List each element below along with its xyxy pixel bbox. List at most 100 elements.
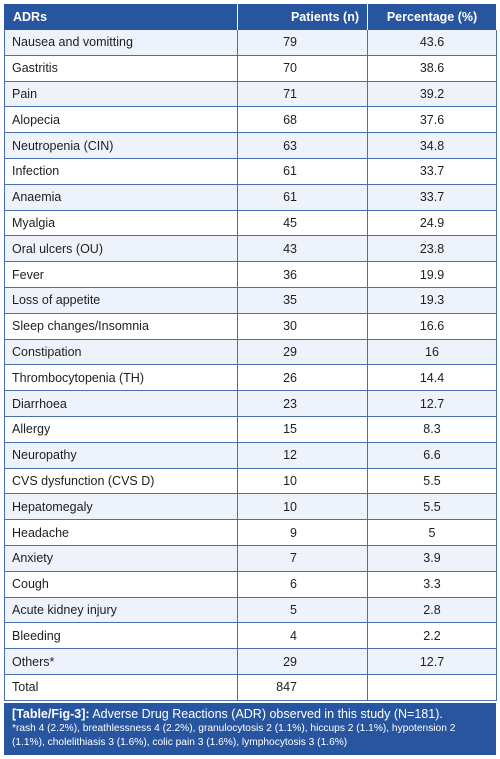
cell-percentage: 12.7	[367, 648, 497, 675]
cell-percentage: 14.4	[367, 364, 497, 392]
table-row: Myalgia 45 24.9	[4, 210, 497, 237]
cell-adr: Neuropathy	[4, 442, 238, 469]
cell-patients: 36	[237, 261, 368, 288]
table-row: Pain 71 39.2	[4, 81, 497, 108]
adr-table: ADRs Patients (n) Percentage (%) Nausea …	[4, 4, 497, 701]
table-body: Nausea and vomitting 79 43.6 Gastritis 70 38.…	[4, 30, 497, 701]
header-patients: Patients (n)	[237, 4, 368, 30]
cell-patients: 5	[237, 597, 368, 624]
table-row: Others* 29 12.7	[4, 648, 497, 675]
cell-adr: Constipation	[4, 339, 238, 366]
cell-percentage: 24.9	[367, 210, 497, 237]
cell-patients: 7	[237, 545, 368, 572]
cell-adr: Infection	[4, 158, 238, 185]
cell-patients: 61	[237, 184, 368, 211]
caption-label: [Table/Fig-3]:	[12, 707, 90, 721]
cell-percentage: 39.2	[367, 81, 497, 108]
cell-patients: 61	[237, 158, 368, 185]
table-row: Diarrhoea 23 12.7	[4, 390, 497, 417]
cell-percentage: 6.6	[367, 442, 497, 469]
header-row: ADRs Patients (n) Percentage (%)	[4, 4, 497, 30]
cell-adr: Gastritis	[4, 55, 238, 82]
header-percentage: Percentage (%)	[367, 4, 497, 30]
cell-adr: CVS dysfunction (CVS D)	[4, 468, 238, 495]
cell-adr: Cough	[4, 571, 238, 598]
cell-adr: Headache	[4, 519, 238, 546]
table-row: Sleep changes/Insomnia 30 16.6	[4, 313, 497, 340]
cell-patients: 29	[237, 339, 368, 366]
cell-patients: 10	[237, 493, 368, 521]
table-row: Alopecia 68 37.6	[4, 106, 497, 134]
header-adrs: ADRs	[4, 4, 238, 30]
cell-patients: 43	[237, 235, 368, 263]
table-caption: [Table/Fig-3]: Adverse Drug Reactions (A…	[4, 703, 496, 755]
cell-percentage: 5	[367, 519, 497, 546]
cell-patients: 23	[237, 390, 368, 417]
cell-percentage: 2.2	[367, 622, 497, 650]
cell-adr: Total	[4, 674, 238, 701]
table-row: Neuropathy 12 6.6	[4, 442, 497, 469]
table-row: Anxiety 7 3.9	[4, 545, 497, 572]
cell-patients: 70	[237, 55, 368, 82]
caption-footnote: *rash 4 (2.2%), breathlessness 4 (2.2%),…	[12, 723, 456, 748]
cell-patients: 847	[237, 674, 368, 701]
table-row: Acute kidney injury 5 2.8	[4, 597, 497, 624]
table-row: Loss of appetite 35 19.3	[4, 287, 497, 314]
caption-title: [Table/Fig-3]: Adverse Drug Reactions (A…	[12, 707, 488, 722]
table-row: Gastritis 70 38.6	[4, 55, 497, 82]
cell-patients: 9	[237, 519, 368, 546]
cell-adr: Neutropenia (CIN)	[4, 132, 238, 159]
cell-percentage: 19.9	[367, 261, 497, 288]
cell-patients: 30	[237, 313, 368, 340]
cell-patients: 63	[237, 132, 368, 159]
cell-percentage: 34.8	[367, 132, 497, 159]
cell-percentage: 12.7	[367, 390, 497, 417]
cell-adr: Nausea and vomitting	[4, 30, 238, 56]
cell-adr: Diarrhoea	[4, 390, 238, 417]
cell-adr: Fever	[4, 261, 238, 288]
cell-percentage: 16	[367, 339, 497, 366]
table-row: Nausea and vomitting 79 43.6	[4, 30, 497, 56]
cell-percentage: 43.6	[367, 30, 497, 56]
cell-adr: Sleep changes/Insomnia	[4, 313, 238, 340]
cell-patients: 15	[237, 416, 368, 443]
cell-adr: Loss of appetite	[4, 287, 238, 314]
cell-adr: Anaemia	[4, 184, 238, 211]
table-row: CVS dysfunction (CVS D) 10 5.5	[4, 468, 497, 495]
table-row: Fever 36 19.9	[4, 261, 497, 288]
cell-patients: 4	[237, 622, 368, 650]
cell-adr: Acute kidney injury	[4, 597, 238, 624]
cell-percentage: 3.9	[367, 545, 497, 572]
cell-adr: Pain	[4, 81, 238, 108]
cell-patients: 35	[237, 287, 368, 314]
cell-percentage: 38.6	[367, 55, 497, 82]
cell-patients: 79	[237, 30, 368, 56]
cell-percentage: 16.6	[367, 313, 497, 340]
cell-patients: 26	[237, 364, 368, 392]
cell-patients: 71	[237, 81, 368, 108]
cell-patients: 6	[237, 571, 368, 598]
cell-adr: Hepatomegaly	[4, 493, 238, 521]
cell-percentage	[367, 674, 497, 701]
cell-percentage: 23.8	[367, 235, 497, 263]
cell-adr: Thrombocytopenia (TH)	[4, 364, 238, 392]
cell-patients: 12	[237, 442, 368, 469]
cell-percentage: 8.3	[367, 416, 497, 443]
table-row: Anaemia 61 33.7	[4, 184, 497, 211]
cell-percentage: 19.3	[367, 287, 497, 314]
table-row: Cough 6 3.3	[4, 571, 497, 598]
cell-patients: 29	[237, 648, 368, 675]
table-row: Hepatomegaly 10 5.5	[4, 493, 497, 521]
cell-percentage: 33.7	[367, 158, 497, 185]
table-row: Constipation 29 16	[4, 339, 497, 366]
cell-adr: Alopecia	[4, 106, 238, 134]
cell-patients: 68	[237, 106, 368, 134]
table-row: Allergy 15 8.3	[4, 416, 497, 443]
table-row: Headache 9 5	[4, 519, 497, 546]
cell-adr: Oral ulcers (OU)	[4, 235, 238, 263]
table-row: Thrombocytopenia (TH) 26 14.4	[4, 364, 497, 392]
cell-patients: 45	[237, 210, 368, 237]
cell-adr: Myalgia	[4, 210, 238, 237]
cell-percentage: 5.5	[367, 468, 497, 495]
